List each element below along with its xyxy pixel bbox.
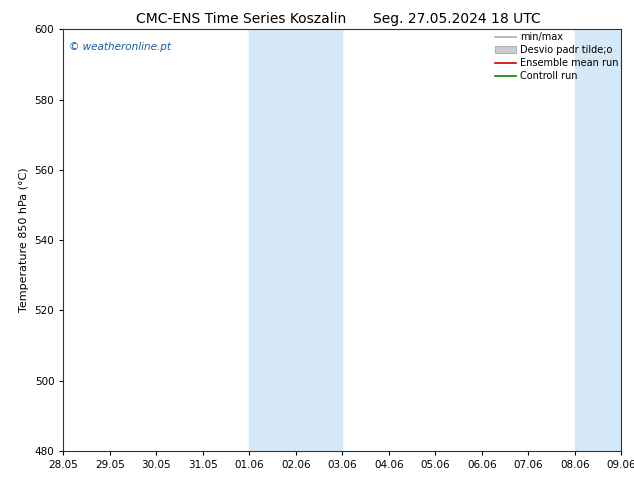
Text: CMC-ENS Time Series Koszalin: CMC-ENS Time Series Koszalin [136,12,346,26]
Y-axis label: Temperature 850 hPa (°C): Temperature 850 hPa (°C) [19,168,29,313]
Legend: min/max, Desvio padr tilde;o, Ensemble mean run, Controll run: min/max, Desvio padr tilde;o, Ensemble m… [493,30,620,83]
Bar [249,29,342,451]
Text: © weatheronline.pt: © weatheronline.pt [69,42,171,52]
Bar [575,29,621,451]
Text: Seg. 27.05.2024 18 UTC: Seg. 27.05.2024 18 UTC [373,12,540,26]
